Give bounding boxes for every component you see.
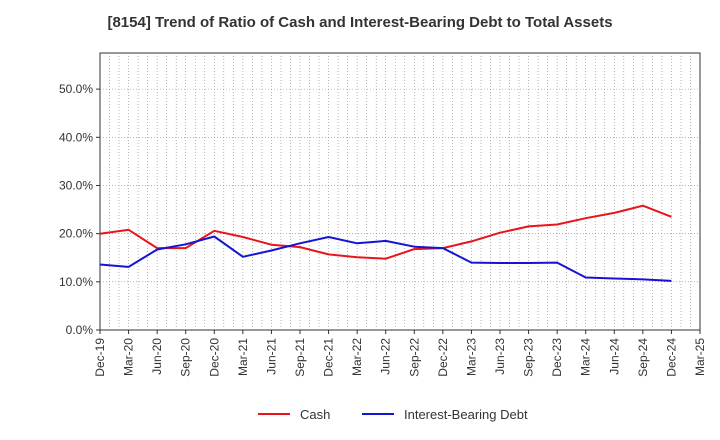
x-tick-label: Mar-25	[693, 338, 707, 376]
legend-label: Interest-Bearing Debt	[404, 407, 528, 422]
x-tick-label: Mar-22	[350, 338, 364, 376]
x-tick-label: Jun-22	[379, 338, 393, 375]
x-tick-label: Sep-24	[636, 338, 650, 377]
x-tick-label: Mar-20	[122, 338, 136, 376]
x-tick-label: Sep-20	[179, 338, 193, 377]
x-tick-label: Dec-21	[322, 338, 336, 377]
x-tick-label: Mar-21	[236, 338, 250, 376]
x-tick-label: Sep-23	[522, 338, 536, 377]
series-line-interest-bearing-debt	[99, 235, 672, 282]
x-tick-label: Mar-23	[464, 338, 478, 376]
x-tick-label: Dec-24	[664, 338, 678, 377]
x-tick-label: Sep-22	[407, 338, 421, 377]
y-tick-label: 30.0%	[59, 178, 93, 192]
plot-frame	[99, 52, 701, 331]
x-tick-label: Dec-19	[93, 338, 107, 377]
x-tick-label: Mar-24	[579, 338, 593, 376]
x-tick-label: Jun-20	[150, 338, 164, 375]
x-tick-label: Jun-23	[493, 338, 507, 375]
legend-label: Cash	[300, 407, 330, 422]
x-tick-label: Dec-20	[207, 338, 221, 377]
chart-title: [8154] Trend of Ratio of Cash and Intere…	[107, 14, 613, 31]
y-tick-label: 10.0%	[59, 275, 93, 289]
y-tick-label: 40.0%	[59, 130, 93, 144]
y-tick-label: 0.0%	[66, 323, 94, 337]
x-tick-label: Sep-21	[293, 338, 307, 377]
y-tick-label: 50.0%	[59, 82, 93, 96]
x-tick-label: Dec-23	[550, 338, 564, 377]
x-tick-label: Dec-22	[436, 338, 450, 377]
y-tick-label: 20.0%	[59, 227, 93, 241]
x-tick-label: Jun-24	[607, 338, 621, 375]
x-tick-label: Jun-21	[264, 338, 278, 375]
